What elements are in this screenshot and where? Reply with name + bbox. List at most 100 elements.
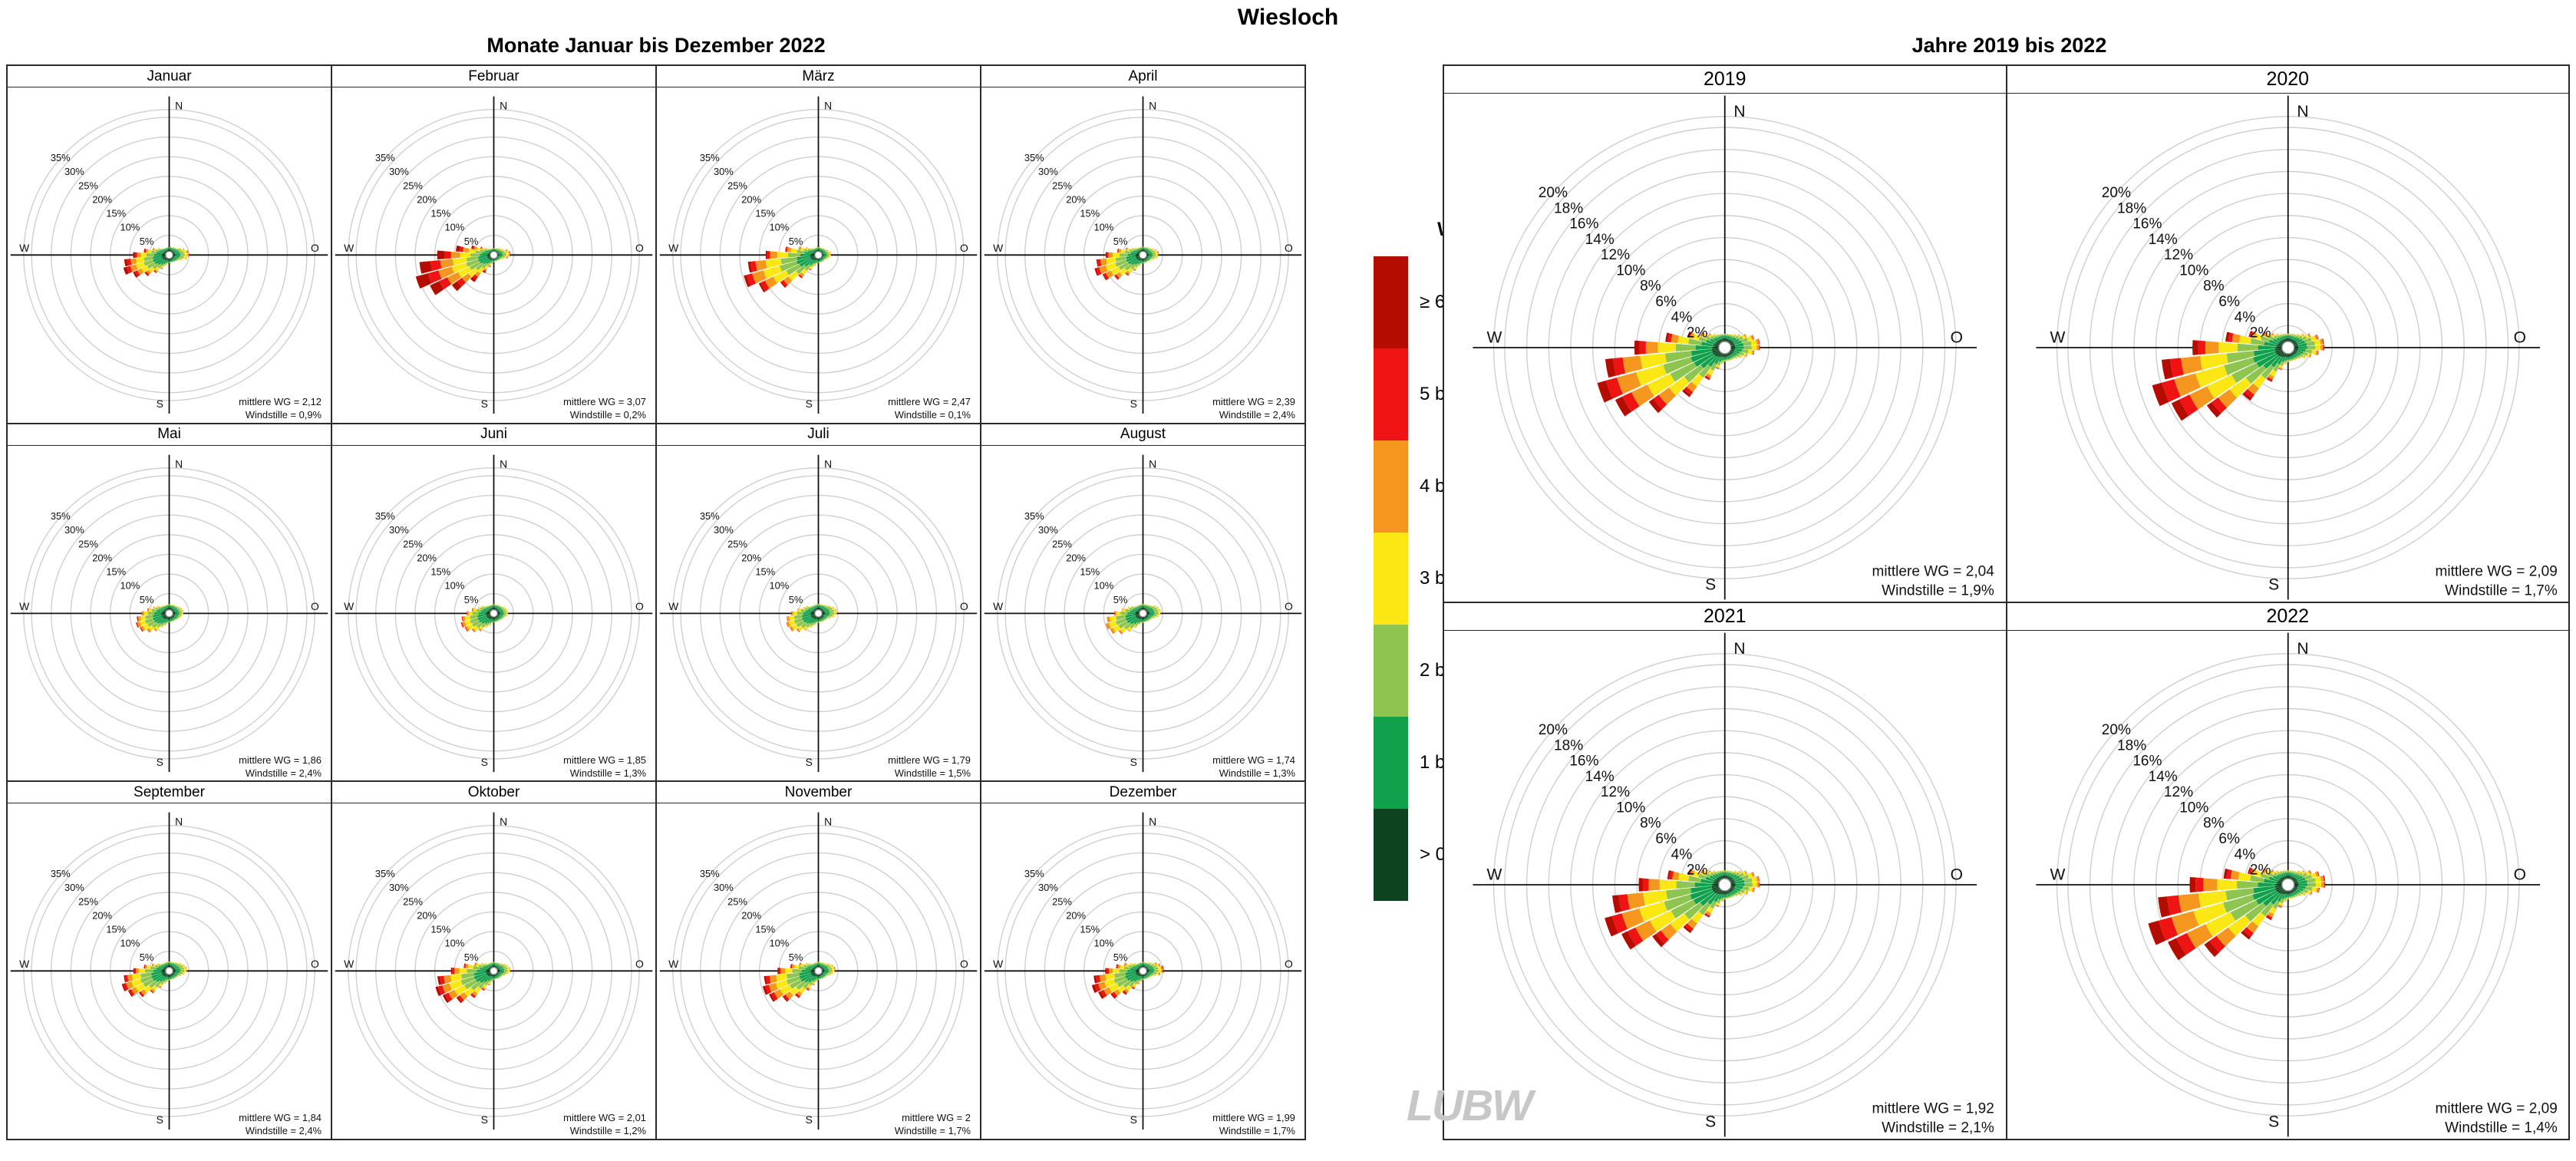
svg-text:O: O — [2513, 329, 2525, 347]
svg-text:Windstille = 1,2%: Windstille = 1,2% — [570, 1125, 646, 1136]
svg-text:Windstille = 1,4%: Windstille = 1,4% — [2445, 1120, 2558, 1136]
svg-text:5%: 5% — [1113, 594, 1128, 605]
svg-text:O: O — [1285, 600, 1293, 612]
legend-swatch-2 — [1374, 440, 1408, 533]
panel-stats: mittlere WG = 2,01 Windstille = 1,2% — [563, 1112, 646, 1136]
svg-text:5%: 5% — [464, 236, 479, 247]
svg-text:N: N — [175, 457, 183, 470]
svg-text:35%: 35% — [375, 152, 395, 163]
years-panel-title: Jahre 2019 bis 2022 — [1911, 34, 2107, 57]
svg-text:W: W — [993, 600, 1004, 612]
svg-text:W: W — [668, 242, 679, 254]
svg-text:O: O — [2513, 866, 2525, 884]
svg-text:8%: 8% — [1640, 279, 1661, 295]
svg-text:Windstille = 0,2%: Windstille = 0,2% — [570, 409, 646, 421]
svg-text:10%: 10% — [444, 938, 464, 949]
legend-swatch-5 — [1374, 717, 1408, 809]
year-panel-title: 2021 — [1444, 603, 2006, 631]
svg-text:O: O — [1951, 866, 1963, 884]
petals — [415, 245, 511, 295]
panel-stats: mittlere WG = 1,84 Windstille = 2,4% — [239, 1112, 322, 1136]
svg-text:10%: 10% — [120, 938, 140, 949]
svg-text:W: W — [344, 958, 355, 970]
svg-text:15%: 15% — [430, 566, 450, 577]
svg-text:5%: 5% — [140, 952, 154, 963]
svg-text:N: N — [824, 457, 832, 470]
svg-text:20%: 20% — [1066, 552, 1086, 563]
svg-text:10%: 10% — [769, 222, 789, 233]
svg-text:20%: 20% — [92, 552, 112, 563]
svg-text:O: O — [1285, 242, 1293, 254]
svg-text:N: N — [824, 816, 832, 828]
svg-text:10%: 10% — [1093, 222, 1113, 233]
svg-text:10%: 10% — [769, 938, 789, 949]
panel-stats: mittlere WG = 2,12 Windstille = 0,9% — [239, 396, 322, 421]
svg-text:18%: 18% — [1554, 200, 1583, 216]
svg-text:S: S — [806, 1113, 813, 1126]
year-panel-title: 2020 — [2007, 66, 2568, 94]
svg-text:O: O — [1951, 329, 1963, 347]
calm-center — [490, 609, 498, 618]
radial-tick-labels: 20%18%16%14%12%10%8%6%4%2% — [1539, 185, 1708, 341]
svg-text:Windstille = 2,1%: Windstille = 2,1% — [1882, 1120, 1994, 1136]
svg-text:20%: 20% — [1066, 193, 1086, 205]
svg-text:10%: 10% — [120, 222, 140, 233]
svg-text:8%: 8% — [2203, 816, 2225, 832]
svg-text:N: N — [1149, 100, 1156, 112]
calm-center — [165, 967, 173, 975]
calm-center — [814, 609, 823, 618]
svg-text:30%: 30% — [64, 524, 84, 536]
svg-text:W: W — [19, 958, 30, 970]
svg-text:30%: 30% — [64, 166, 84, 177]
svg-text:35%: 35% — [1024, 510, 1044, 522]
svg-text:O: O — [635, 242, 644, 254]
radial-tick-labels: 35% 30% 25% 20% 15% 10%5% — [700, 152, 803, 247]
panel-stats: mittlere WG = 2,39 Windstille = 2,4% — [1212, 396, 1295, 421]
month-panel-title: Januar — [8, 66, 331, 87]
calm-center — [814, 251, 823, 259]
svg-text:16%: 16% — [1569, 216, 1598, 233]
radial-tick-labels: 35% 30% 25% 20% 15% 10%5% — [375, 152, 479, 247]
svg-text:O: O — [960, 600, 968, 612]
cardinal-labels: N S W O — [668, 100, 968, 410]
radial-tick-labels: 35% 30% 25% 20% 15% 10%5% — [700, 510, 803, 605]
svg-text:35%: 35% — [1024, 152, 1044, 163]
svg-text:15%: 15% — [755, 566, 775, 577]
petals — [1605, 869, 1760, 950]
svg-text:W: W — [1487, 866, 1502, 884]
petals — [460, 604, 508, 632]
svg-text:10%: 10% — [1093, 579, 1113, 591]
svg-text:5%: 5% — [789, 594, 803, 605]
svg-text:Windstille = 2,4%: Windstille = 2,4% — [246, 1125, 322, 1136]
svg-text:20%: 20% — [92, 193, 112, 205]
panel-stats: mittlere WG = 2,47 Windstille = 0,1% — [888, 396, 971, 421]
svg-text:25%: 25% — [727, 538, 747, 549]
svg-text:16%: 16% — [2132, 754, 2162, 770]
radial-tick-labels: 35% 30% 25% 20% 15% 10%5% — [1024, 868, 1128, 963]
svg-text:5%: 5% — [789, 952, 803, 963]
svg-text:S: S — [2268, 1113, 2279, 1130]
svg-text:10%: 10% — [444, 579, 464, 591]
petals — [123, 246, 190, 278]
svg-text:6%: 6% — [2218, 294, 2240, 310]
cardinal-labels: N S W O — [2050, 103, 2525, 594]
svg-text:35%: 35% — [700, 510, 720, 522]
radial-tick-labels: 20%18%16%14%12%10%8%6%4%2% — [2101, 722, 2271, 879]
svg-text:15%: 15% — [1080, 924, 1100, 935]
svg-text:25%: 25% — [727, 896, 747, 908]
month-panel-title: März — [657, 66, 980, 87]
svg-text:W: W — [344, 600, 355, 612]
year-panel-title: 2019 — [1444, 66, 2006, 94]
